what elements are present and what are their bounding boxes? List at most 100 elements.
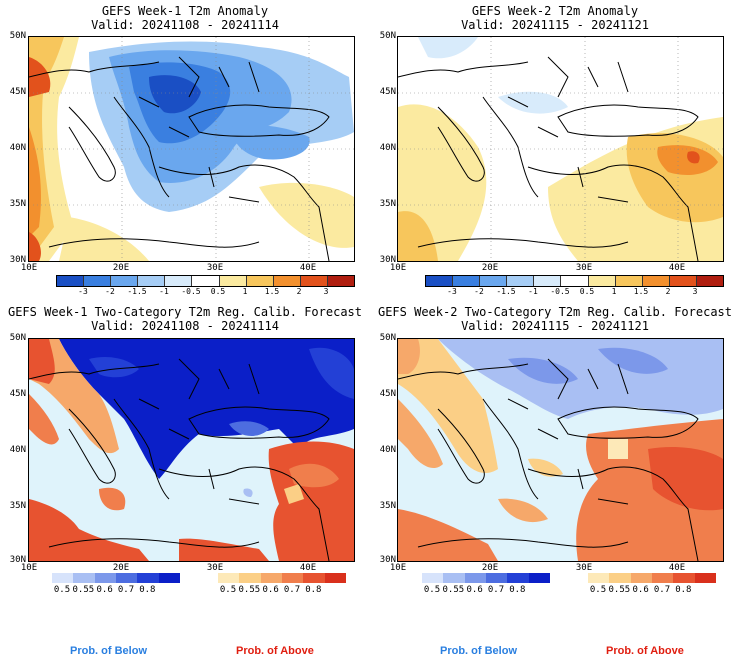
colorbar-tick-label: 2 [665,287,671,296]
colorbar-tick-label: 0.7 [653,585,671,595]
colorbar-box [192,276,220,286]
panel-title: GEFS Week-2 Two-Category T2m Reg. Calib.… [377,305,732,319]
lon-label-40e: 40E [668,563,686,573]
above-colorbar [588,573,716,583]
colorbar-box [651,573,674,583]
lon-label-40e: 40E [668,263,686,273]
colorbar-box [609,573,631,583]
colorbar-tick-label: 0.8 [509,585,526,595]
above-colorbar-ticks: 0.5 0.55 0.6 0.7 0.8 [218,585,346,597]
colorbar-box [588,573,610,583]
colorbar-tick-label: 0.6 [466,585,483,595]
colorbar-tick-label: 1 [611,287,617,296]
colorbar-box [327,276,355,286]
colorbar-box [281,573,304,583]
panel-week1-probability: GEFS Week-1 Two-Category T2m Reg. Calib.… [0,300,370,662]
colorbar-tick-label: 0.5 [589,585,607,595]
colorbar-tick-label: 0.55 [238,585,261,595]
colorbar-box [246,276,274,286]
colorbar-box [464,573,486,583]
colorbar-tick-label: -1.5 [496,287,516,296]
lat-label-50n: 50N [379,333,396,343]
colorbar-tick-label: -0.5 [181,287,201,296]
panel-week1-anomaly: GEFS Week-1 T2m Anomaly Valid: 20241108 … [0,0,370,300]
above-colorbar [218,573,346,583]
colorbar-box [158,573,180,583]
lon-label-10e: 10E [389,563,407,573]
lat-label-45n: 45N [9,389,26,399]
panel-valid-dates: Valid: 20241115 - 20241121 [461,319,649,333]
lon-label-30e: 30E [575,263,593,273]
colorbar-box [94,573,116,583]
below-colorbar-ticks: 0.5 0.55 0.6 0.7 0.8 [422,585,550,597]
lat-label-50n: 50N [9,31,26,41]
colorbar-box [422,573,444,583]
colorbar-box [73,573,95,583]
lon-label-20e: 20E [112,563,130,573]
lat-label-30n: 30N [379,255,396,265]
colorbar-tick-label: 0.55 [442,585,465,595]
lat-label-30n: 30N [9,255,26,265]
lon-label-10e: 10E [20,263,38,273]
colorbar-tick-label: 3 [692,287,698,296]
map-week2-anomaly [397,36,724,262]
map-week1-anomaly [28,36,355,262]
colorbar-box [219,276,247,286]
anomaly-colorbar [56,275,355,287]
lat-label-35n: 35N [379,199,396,209]
colorbar-tick-label: 0.7 [283,585,301,595]
colorbar-box [111,276,139,286]
lat-label-40n: 40N [9,445,26,455]
colorbar-tick-label: -3 [447,287,457,296]
colorbar-box [615,276,643,286]
colorbar-box [507,573,529,583]
lat-label-45n: 45N [379,87,396,97]
below-colorbar [52,573,180,583]
panel-title: GEFS Week-2 T2m Anomaly [471,4,639,18]
map-week2-probability [397,338,724,562]
colorbar-tick-label: 0.8 [139,585,156,595]
colorbar-box [561,276,589,286]
above-colorbar-ticks: 0.5 0.55 0.6 0.7 0.8 [588,585,716,597]
colorbar-box [239,573,261,583]
colorbar-box [480,276,508,286]
colorbar-tick-label: -1.5 [127,287,147,296]
panel-valid-dates: Valid: 20241108 - 20241114 [91,18,279,32]
colorbar-box [528,573,550,583]
colorbar-tick-label: 0.55 [72,585,95,595]
lat-label-40n: 40N [379,143,396,153]
prob-below-label: Prob. of Below [440,645,517,657]
lat-label-35n: 35N [379,501,396,511]
colorbar-tick-label: 0.7 [117,585,135,595]
colorbar-box [324,573,346,583]
colorbar-box [426,276,454,286]
colorbar-box [453,276,481,286]
panel-valid-dates: Valid: 20241108 - 20241114 [91,319,279,333]
colorbar-tick-label: 0.6 [632,585,649,595]
lat-label-50n: 50N [9,333,26,343]
colorbar-box [57,276,85,286]
colorbar-box [696,276,724,286]
lon-label-20e: 20E [112,263,130,273]
colorbar-box [630,573,652,583]
colorbar-box [115,573,138,583]
colorbar-box [507,276,535,286]
colorbar-tick-label: 1.5 [633,287,649,296]
lon-label-10e: 10E [389,263,407,273]
lon-label-30e: 30E [206,563,224,573]
lat-label-45n: 45N [9,87,26,97]
colorbar-tick-label: 1.5 [264,287,280,296]
lat-label-50n: 50N [379,31,396,41]
colorbar-box [534,276,562,286]
colorbar-tick-label: 0.6 [96,585,113,595]
colorbar-tick-label: -2 [474,287,484,296]
colorbar-tick-label: 0.6 [262,585,279,595]
prob-above-label: Prob. of Above [606,645,684,657]
colorbar-box [669,276,697,286]
lat-label-35n: 35N [9,199,26,209]
below-colorbar-ticks: 0.5 0.55 0.6 0.7 0.8 [52,585,180,597]
anomaly-colorbar-ticks: -3 -2 -1.5 -1 -0.5 0.5 1 1.5 2 3 [56,287,353,299]
colorbar-box [642,276,670,286]
panel-title: GEFS Week-1 Two-Category T2m Reg. Calib.… [7,305,362,319]
lat-label-45n: 45N [379,389,396,399]
